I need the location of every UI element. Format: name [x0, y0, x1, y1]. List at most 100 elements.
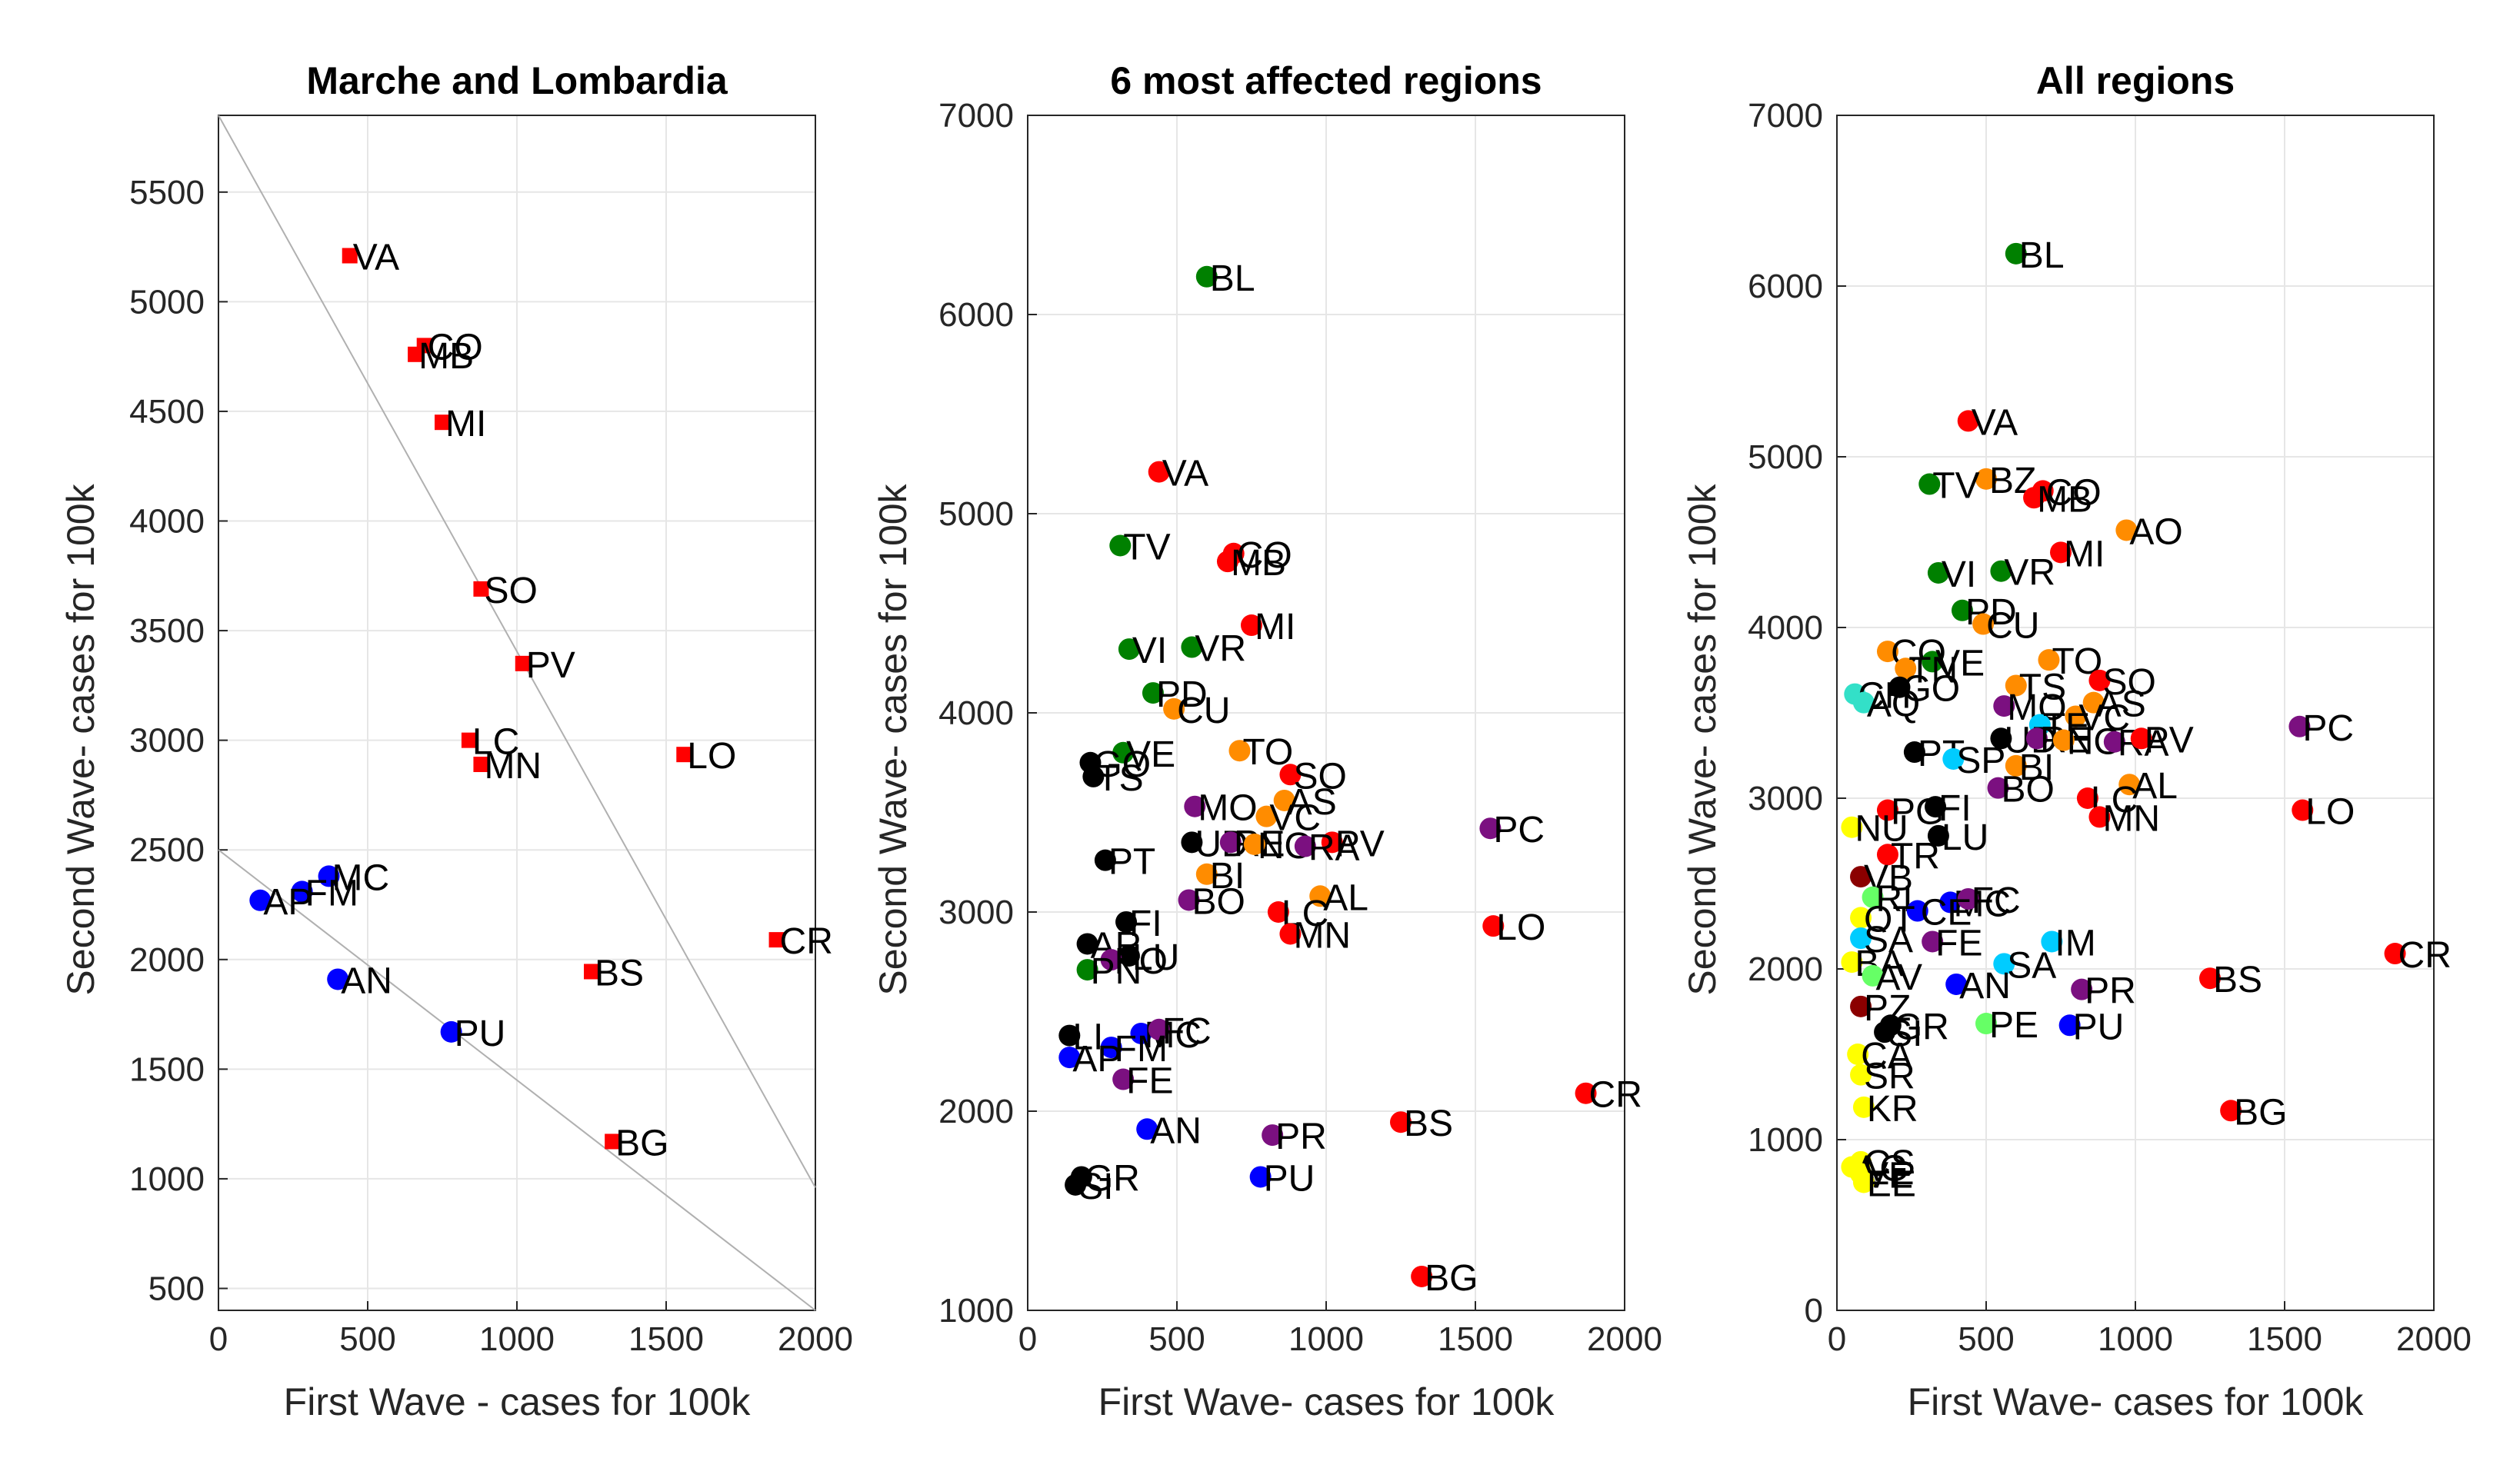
point-no — [2052, 729, 2075, 751]
point-ca — [1847, 1044, 1869, 1065]
point-po — [1100, 949, 1122, 971]
point-label: PE — [1989, 1005, 2038, 1046]
point-mn — [2088, 806, 2111, 828]
point-fe — [1922, 930, 1944, 953]
panel1-ylabel: Second Wave- cases for 100k — [59, 483, 102, 995]
point-bi — [1195, 863, 1218, 885]
point-as — [1273, 789, 1295, 811]
point-label: CO — [1237, 535, 1292, 576]
point-ra — [1294, 835, 1316, 857]
point-label: SP — [1956, 741, 2005, 781]
point-bo — [1178, 889, 1200, 911]
point-label: FM — [305, 873, 358, 914]
point-ao — [2115, 519, 2138, 541]
point-sr — [1850, 1064, 1872, 1086]
point-fi — [1925, 796, 1947, 818]
point-label: AO — [2129, 511, 2182, 552]
point-lc — [461, 732, 477, 748]
point-label: MI — [2064, 534, 2105, 574]
point-label: SO — [2102, 662, 2155, 703]
point-label: CU — [1177, 691, 1230, 731]
point-pd — [1142, 682, 1164, 704]
panel2-ylabel: Second Wave- cases for 100k — [872, 483, 915, 995]
point-pv — [1321, 831, 1343, 854]
point-ts — [1082, 765, 1105, 787]
x-tick-label: 500 — [1148, 1320, 1205, 1358]
point-vr — [1990, 560, 2012, 582]
point-label: AQ — [1867, 684, 1920, 725]
point-label: PC — [1493, 810, 1545, 850]
panel1-plot: 0 500 1000 1500 2000500100015002000250030003… — [129, 115, 853, 1358]
point-ra — [2103, 731, 2125, 753]
point-so — [473, 581, 489, 597]
point-ap — [249, 889, 272, 911]
panel2-xlabel: First Wave- cases for 100k — [1098, 1380, 1555, 1423]
point-label: TN — [1908, 650, 1958, 691]
point-nu — [1841, 816, 1863, 838]
point-label: LU — [1942, 817, 1988, 858]
y-tick-label: 5000 — [1748, 438, 1823, 476]
point-mn — [1279, 923, 1302, 945]
point-ud — [1990, 727, 2012, 750]
y-tick-label: 4000 — [1748, 609, 1823, 647]
point-label: TR — [1891, 836, 1940, 877]
point-pv — [515, 655, 531, 671]
point-label: SA — [2007, 945, 2056, 986]
point-label: SO — [484, 571, 537, 611]
point-label: AN — [341, 960, 392, 1001]
point-label: CR — [1589, 1075, 1642, 1116]
point-fc — [1148, 1018, 1170, 1040]
point-label: AV — [1876, 957, 1922, 998]
point-label: BG — [2234, 1092, 2287, 1133]
point-mn — [473, 757, 489, 773]
point-label: FC — [1162, 1011, 1212, 1052]
point-label: SA — [1864, 920, 1913, 960]
y-tick-label: 1000 — [938, 1292, 1014, 1330]
point-bs — [1390, 1111, 1412, 1133]
point-label: MC — [332, 857, 390, 898]
point-lu — [1927, 824, 1949, 847]
x-tick-label: 2000 — [1587, 1320, 1662, 1358]
y-tick-label: 7000 — [1748, 97, 1823, 135]
point-label: MI — [445, 404, 486, 444]
point-fc — [1957, 887, 1979, 910]
point-label: SI — [1078, 1167, 1113, 1207]
point-av — [1862, 964, 1884, 987]
panel3-plot: 0 500 1000 1500 2000 0 1000 2000 3000 4000 5000 600… — [1748, 97, 2472, 1358]
point-bg — [1411, 1265, 1433, 1287]
point-bs — [2199, 967, 2221, 990]
point-label: PU — [455, 1014, 506, 1054]
point-ri — [1862, 886, 1884, 908]
point-label: LO — [2305, 792, 2355, 833]
point-label: SO — [1293, 756, 1346, 797]
point-bz — [1975, 468, 1997, 490]
point-an — [327, 968, 349, 990]
point-re — [1219, 831, 1242, 854]
point-co — [1876, 641, 1898, 663]
point-va — [1148, 461, 1170, 483]
point-label: AN — [1959, 966, 2011, 1007]
point-to — [1228, 740, 1251, 762]
point-ar — [1076, 933, 1098, 955]
point-label: SI — [1888, 1014, 1922, 1054]
point-pv — [2130, 727, 2152, 750]
y-tick-label: 5000 — [938, 495, 1014, 533]
x-tick-label: 1000 — [2098, 1320, 2173, 1358]
point-label: AL — [1323, 877, 1368, 918]
point-vc — [1255, 805, 1278, 827]
point-label: PU — [2073, 1007, 2125, 1047]
point-an — [1945, 973, 1968, 995]
point-label: VA — [1972, 402, 2018, 443]
point-label: MB — [2037, 479, 2092, 520]
point-bl — [1195, 265, 1218, 288]
point-label: RA — [1308, 828, 1360, 869]
point-pe — [1975, 1013, 1997, 1035]
point-label: NU — [1855, 809, 1908, 850]
y-tick-label: 3000 — [129, 722, 205, 760]
reference-line — [218, 115, 816, 1188]
point-label: CR — [780, 921, 833, 962]
point-label: TV — [1932, 466, 1979, 507]
point-label: BS — [1404, 1103, 1453, 1144]
point-mo — [1993, 695, 2015, 717]
point-pc — [2288, 715, 2311, 737]
